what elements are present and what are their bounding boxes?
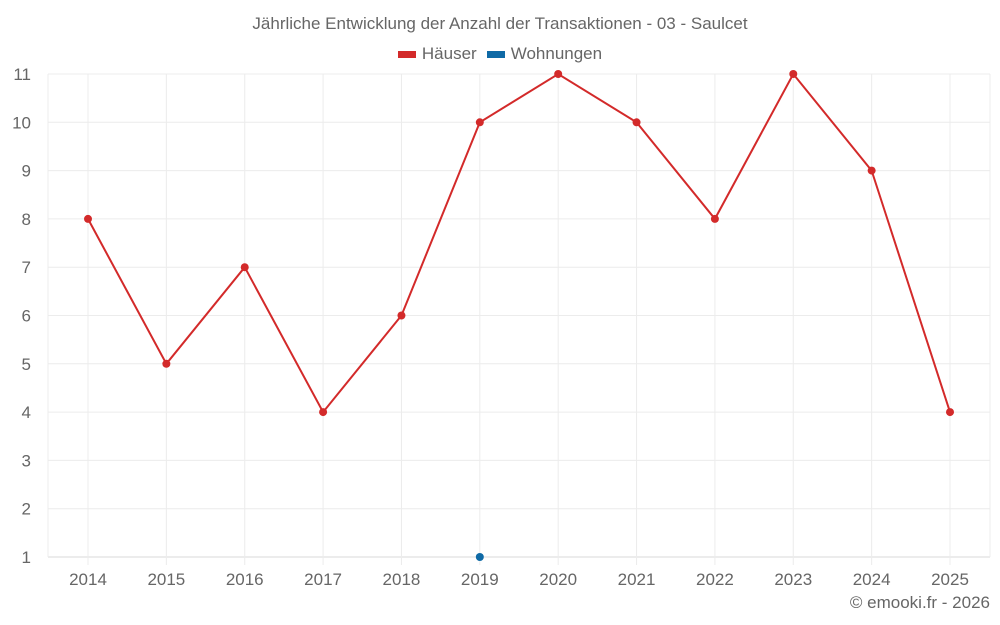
data-point xyxy=(710,214,719,223)
data-point xyxy=(319,408,328,417)
x-tick-label: 2021 xyxy=(618,570,656,589)
series-line xyxy=(87,72,951,414)
legend-swatch-wohnungen xyxy=(486,50,505,58)
y-tick-label: 6 xyxy=(22,307,31,326)
data-point xyxy=(867,166,876,175)
data-point xyxy=(554,70,563,78)
x-tick-label: 2023 xyxy=(774,570,812,589)
x-tick-label: 2016 xyxy=(226,570,264,589)
x-tick-label: 2017 xyxy=(304,570,342,589)
x-tick-label: 2014 xyxy=(69,570,107,589)
y-tick-label: 11 xyxy=(13,65,31,84)
chart-title: Jährliche Entwicklung der Anzahl der Tra… xyxy=(252,14,748,33)
y-tick-label: 2 xyxy=(22,500,31,519)
data-point xyxy=(946,408,954,417)
data-point xyxy=(789,70,798,78)
credit-text: © emooki.fr - 2026 xyxy=(849,593,990,612)
data-point xyxy=(162,359,171,368)
legend-item-wohnungen[interactable]: Wohnungen xyxy=(486,44,603,64)
data-point xyxy=(632,118,641,127)
y-tick-label: 10 xyxy=(12,113,31,132)
legend-label-wohnungen: Wohnungen xyxy=(510,44,603,63)
y-tick-label: 3 xyxy=(22,451,31,470)
data-point xyxy=(240,263,249,272)
x-tick-label: 2019 xyxy=(461,570,499,589)
y-tick-label: 8 xyxy=(22,210,31,229)
x-tick-label: 2020 xyxy=(539,570,577,589)
y-tick-label: 5 xyxy=(22,355,31,374)
y-tick-label: 4 xyxy=(22,403,31,422)
data-point xyxy=(475,553,484,561)
y-tick-label: 1 xyxy=(22,548,31,567)
data-point xyxy=(397,311,406,320)
x-tick-label: 2015 xyxy=(147,570,185,589)
chart-legend: Häuser Wohnungen xyxy=(0,44,1000,64)
legend-label-haeuser: Häuser xyxy=(421,44,477,63)
data-point xyxy=(84,214,92,223)
x-tick-label: 2025 xyxy=(931,570,969,589)
x-tick-label: 2022 xyxy=(696,570,734,589)
x-tick-label: 2024 xyxy=(853,570,891,589)
y-tick-label: 7 xyxy=(22,258,31,277)
x-tick-label: 2018 xyxy=(383,570,421,589)
legend-item-haeuser[interactable]: Häuser xyxy=(397,44,477,64)
legend-swatch-haeuser xyxy=(397,50,416,58)
y-tick-label: 9 xyxy=(22,162,31,181)
data-point xyxy=(475,118,484,127)
